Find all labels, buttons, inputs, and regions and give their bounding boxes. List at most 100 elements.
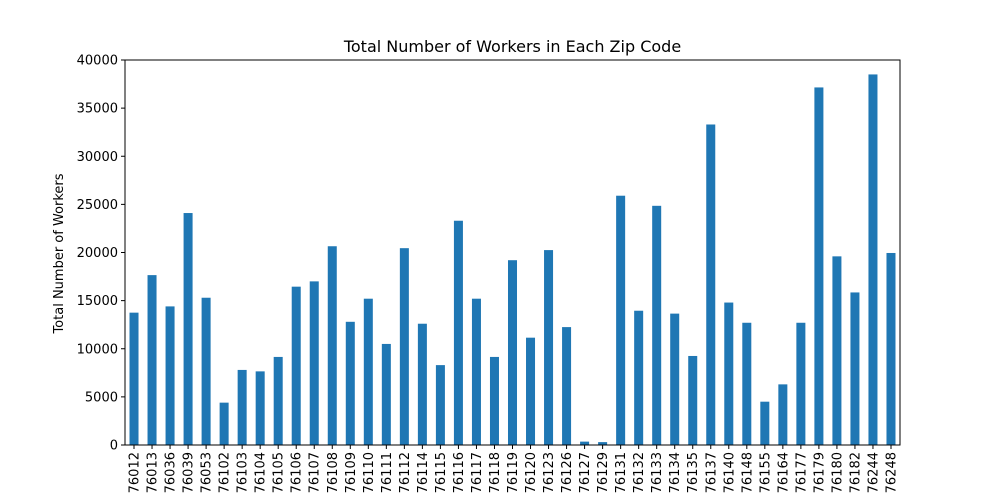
x-tick-label-76248: 76248 (884, 452, 899, 493)
bar-76182 (850, 292, 860, 445)
bar-76244 (868, 74, 878, 445)
x-tick-label-76039: 76039 (182, 452, 197, 493)
x-tick-label-76111: 76111 (380, 452, 395, 493)
y-tick-label: 5000 (85, 390, 118, 405)
bar-76131 (616, 195, 626, 445)
x-tick-label-76140: 76140 (722, 452, 737, 493)
x-tick-label-76155: 76155 (758, 452, 773, 493)
bar-76133 (652, 205, 662, 445)
bar-76132 (634, 310, 644, 445)
bar-76119 (507, 260, 518, 445)
y-tick-label: 15000 (77, 294, 118, 309)
bar-76102 (219, 402, 229, 445)
bar-76179 (814, 87, 824, 446)
bar-76118 (489, 356, 499, 445)
bar-76126 (562, 327, 572, 445)
x-tick-label-76109: 76109 (344, 452, 359, 493)
bar-76127 (580, 441, 590, 445)
chart-title: Total Number of Workers in Each Zip Code (343, 37, 681, 56)
x-tick-label-76103: 76103 (236, 452, 251, 493)
bar-series (129, 74, 896, 446)
x-tick-label-76244: 76244 (866, 452, 881, 493)
x-tick-label-76036: 76036 (164, 452, 179, 493)
bar-76140 (724, 302, 734, 445)
bar-76177 (796, 322, 806, 445)
x-tick-label-76137: 76137 (704, 452, 719, 493)
y-tick-label: 0 (110, 439, 118, 454)
bar-76109 (345, 321, 355, 445)
bar-76116 (453, 220, 463, 445)
bar-76111 (381, 343, 391, 445)
x-tick-label-76107: 76107 (308, 452, 323, 493)
bar-76115 (435, 365, 445, 445)
x-tick-label-76012: 76012 (128, 452, 143, 493)
bar-76180 (832, 256, 842, 445)
y-axis: 0 5000 10000 15000 20000 25000 30000 35000 40000 (77, 54, 125, 454)
bar-76104 (255, 371, 265, 445)
bar-76129 (598, 442, 608, 445)
x-tick-label-76102: 76102 (218, 452, 233, 493)
x-tick-label-76110: 76110 (362, 452, 377, 493)
bar-76013 (147, 275, 157, 445)
bar-76137 (706, 124, 716, 446)
x-tick-label-76182: 76182 (848, 452, 863, 493)
y-tick-label: 30000 (77, 150, 118, 165)
plot-frame (124, 59, 901, 446)
bar-76106 (291, 286, 301, 445)
x-tick-label-76180: 76180 (830, 452, 845, 493)
bar-76117 (471, 298, 481, 445)
x-tick-label-76132: 76132 (632, 452, 647, 493)
y-tick-label: 20000 (77, 246, 118, 261)
y-tick-label: 40000 (77, 54, 118, 69)
x-tick-label-76118: 76118 (488, 452, 503, 493)
x-tick-label-76179: 76179 (812, 452, 827, 493)
x-tick-label-76120: 76120 (524, 452, 539, 493)
x-tick-label-76114: 76114 (416, 452, 431, 493)
x-tick-label-76148: 76148 (740, 452, 755, 493)
x-tick-label-76123: 76123 (542, 452, 557, 493)
x-tick-label-76131: 76131 (614, 452, 629, 493)
x-tick-label-76133: 76133 (650, 452, 665, 493)
x-tick-label-76112: 76112 (398, 452, 413, 493)
x-tick-label-76053: 76053 (200, 452, 215, 493)
bar-76135 (688, 355, 698, 445)
bar-76148 (742, 322, 752, 445)
x-tick-label-76134: 76134 (668, 452, 683, 493)
bar-76114 (417, 323, 427, 445)
bar-76123 (544, 250, 554, 445)
bar-76248 (886, 252, 896, 445)
x-axis: 76012 76013 76036 76039 76053 76102 76103 76104… (128, 445, 899, 493)
bar-76120 (526, 337, 536, 445)
y-axis-label: Total Number of Workers (52, 173, 67, 334)
x-tick-label-76104: 76104 (254, 452, 269, 493)
bar-76164 (778, 384, 788, 445)
bar-76110 (363, 298, 373, 445)
x-tick-label-76135: 76135 (686, 452, 701, 493)
x-tick-label-76117: 76117 (470, 452, 485, 493)
x-tick-label-76129: 76129 (596, 452, 611, 493)
y-tick-label: 25000 (77, 198, 118, 213)
y-tick-label: 10000 (77, 342, 118, 357)
x-tick-label-76119: 76119 (506, 452, 521, 493)
bar-76012 (129, 312, 139, 445)
x-tick-label-76116: 76116 (452, 452, 467, 493)
bar-76108 (327, 246, 337, 445)
bar-76039 (183, 213, 193, 445)
y-tick-label: 35000 (77, 102, 118, 117)
x-tick-label-76105: 76105 (272, 452, 287, 493)
bar-76155 (760, 401, 770, 445)
x-tick-label-76108: 76108 (326, 452, 341, 493)
bar-76105 (273, 356, 283, 445)
x-tick-label-76177: 76177 (794, 452, 809, 493)
bar-76036 (165, 306, 175, 445)
bar-76053 (201, 297, 211, 445)
x-tick-label-76115: 76115 (434, 452, 449, 493)
x-tick-label-76127: 76127 (578, 452, 593, 493)
bar-76112 (399, 248, 409, 445)
x-tick-label-76164: 76164 (776, 452, 791, 493)
x-tick-label-76126: 76126 (560, 452, 575, 493)
bar-76107 (309, 281, 319, 445)
x-tick-label-76106: 76106 (290, 452, 305, 493)
bar-76134 (670, 313, 680, 445)
